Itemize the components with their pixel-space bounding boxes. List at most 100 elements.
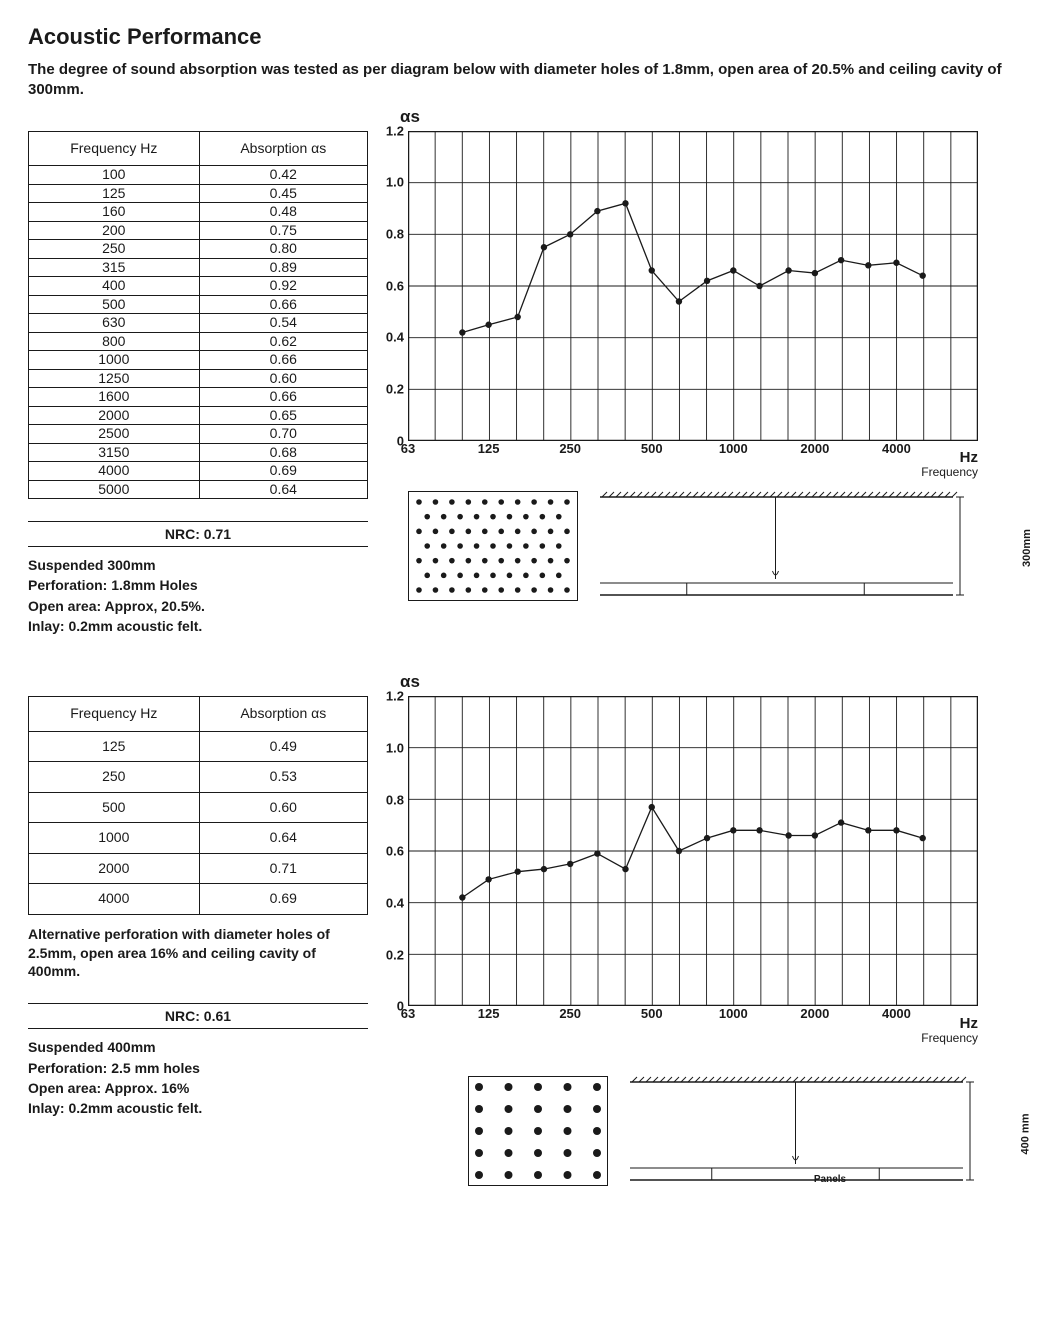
table-cell: 0.80 — [199, 240, 367, 259]
xtick-label: 1000 — [719, 441, 748, 456]
table-cell: 2500 — [29, 425, 200, 444]
ytick-label: 0.8 — [386, 792, 404, 807]
table-row: 1250.49 — [29, 731, 368, 762]
table-cell: 0.64 — [199, 480, 367, 499]
table-row: 20000.65 — [29, 406, 368, 425]
table-row: 12500.60 — [29, 369, 368, 388]
table-cell: 4000 — [29, 462, 200, 481]
table-cell: 0.69 — [199, 884, 367, 915]
table-cell: 2000 — [29, 406, 200, 425]
ytick-label: 0.4 — [386, 895, 404, 910]
cavity-diagram-2: 400 mm Panels — [628, 1076, 1032, 1191]
specs-1: Suspended 300mm Perforation: 1.8mm Holes… — [28, 555, 368, 636]
xtick-label: 2000 — [800, 441, 829, 456]
panels-caption: Panels — [814, 1174, 846, 1185]
table-cell: 1250 — [29, 369, 200, 388]
table-cell: 400 — [29, 277, 200, 296]
table-cell: 3150 — [29, 443, 200, 462]
table-row: 4000.92 — [29, 277, 368, 296]
table1-header-freq: Frequency Hz — [29, 131, 200, 166]
table-row: 1600.48 — [29, 203, 368, 222]
table-cell: 1000 — [29, 351, 200, 370]
absorption-table-1: Frequency Hz Absorption αs 1000.421250.4… — [28, 131, 368, 500]
table-cell: 0.92 — [199, 277, 367, 296]
xtick-label: 1000 — [719, 1006, 748, 1021]
chart2-xlabel: Hz Frequency — [921, 1016, 978, 1044]
xtick-label: 125 — [478, 1006, 500, 1021]
spec1-l2: Perforation: 1.8mm Holes — [28, 575, 368, 595]
table-cell: 100 — [29, 166, 200, 185]
table-cell: 0.49 — [199, 731, 367, 762]
table-cell: 630 — [29, 314, 200, 333]
table1-header-abs: Absorption αs — [199, 131, 367, 166]
table-cell: 0.71 — [199, 853, 367, 884]
table-row: 8000.62 — [29, 332, 368, 351]
table-cell: 2000 — [29, 853, 200, 884]
table-row: 10000.64 — [29, 823, 368, 854]
spec2-l1: Suspended 400mm — [28, 1037, 368, 1057]
ytick-label: 0.6 — [386, 844, 404, 859]
spec2-l4: Inlay: 0.2mm acoustic felt. — [28, 1098, 368, 1118]
ytick-label: 0.2 — [386, 947, 404, 962]
table-row: 40000.69 — [29, 884, 368, 915]
table-cell: 0.75 — [199, 221, 367, 240]
xtick-label: 250 — [559, 1006, 581, 1021]
table-cell: 4000 — [29, 884, 200, 915]
diagram-row-1: 300mm — [408, 491, 1032, 606]
table-cell: 0.65 — [199, 406, 367, 425]
table-cell: 200 — [29, 221, 200, 240]
spec2-l2: Perforation: 2.5 mm holes — [28, 1058, 368, 1078]
xtick-label: 4000 — [882, 441, 911, 456]
xtick-label: 4000 — [882, 1006, 911, 1021]
xtick-label: 125 — [478, 441, 500, 456]
diagram-row-2: 400 mm Panels — [408, 1076, 1032, 1191]
table-row: 3150.89 — [29, 258, 368, 277]
table-row: 20000.71 — [29, 853, 368, 884]
table-cell: 800 — [29, 332, 200, 351]
table-cell: 1000 — [29, 823, 200, 854]
table-row: 5000.66 — [29, 295, 368, 314]
table-row: 10000.66 — [29, 351, 368, 370]
table-row: 1000.42 — [29, 166, 368, 185]
specs-2: Suspended 400mm Perforation: 2.5 mm hole… — [28, 1037, 368, 1118]
ytick-label: 1.2 — [386, 689, 404, 704]
ytick-label: 0.4 — [386, 330, 404, 345]
table-cell: 125 — [29, 184, 200, 203]
table-cell: 0.53 — [199, 762, 367, 793]
alt-perforation-note: Alternative perforation with diameter ho… — [28, 925, 368, 982]
ytick-label: 0.6 — [386, 278, 404, 293]
table-row: 2500.80 — [29, 240, 368, 259]
chart-1: αs 00.20.40.60.81.01.2 63125250500100020… — [408, 131, 978, 441]
ytick-label: 1.0 — [386, 175, 404, 190]
table-row: 16000.66 — [29, 388, 368, 407]
table-cell: 125 — [29, 731, 200, 762]
table-cell: 0.48 — [199, 203, 367, 222]
spec1-l4: Inlay: 0.2mm acoustic felt. — [28, 616, 368, 636]
nrc-2: NRC: 0.61 — [28, 1003, 368, 1029]
table-cell: 0.68 — [199, 443, 367, 462]
table-cell: 0.64 — [199, 823, 367, 854]
table-cell: 500 — [29, 295, 200, 314]
cavity-label-2: 400 mm — [1020, 1113, 1032, 1154]
xtick-label: 250 — [559, 441, 581, 456]
perforation-pattern-2 — [468, 1076, 608, 1186]
table-row: 25000.70 — [29, 425, 368, 444]
table-row: 40000.69 — [29, 462, 368, 481]
table-row: 50000.64 — [29, 480, 368, 499]
table-cell: 0.66 — [199, 351, 367, 370]
section-2: Frequency Hz Absorption αs 1250.492500.5… — [28, 696, 1032, 1191]
cavity-svg-2 — [628, 1076, 988, 1186]
xtick-label: 63 — [401, 441, 415, 456]
chart1-xlabel-main: Hz — [960, 449, 978, 466]
spec1-l3: Open area: Approx, 20.5%. — [28, 596, 368, 616]
cavity-svg-1 — [598, 491, 978, 601]
page-title: Acoustic Performance — [28, 24, 1032, 50]
chart1-xlabel: Hz Frequency — [921, 450, 978, 478]
chart1-xlabel-sub: Frequency — [921, 466, 978, 479]
absorption-table-2: Frequency Hz Absorption αs 1250.492500.5… — [28, 696, 368, 915]
table-cell: 500 — [29, 792, 200, 823]
table-cell: 250 — [29, 762, 200, 793]
table-cell: 1600 — [29, 388, 200, 407]
chart1-svg — [408, 131, 978, 441]
nrc-1: NRC: 0.71 — [28, 521, 368, 547]
